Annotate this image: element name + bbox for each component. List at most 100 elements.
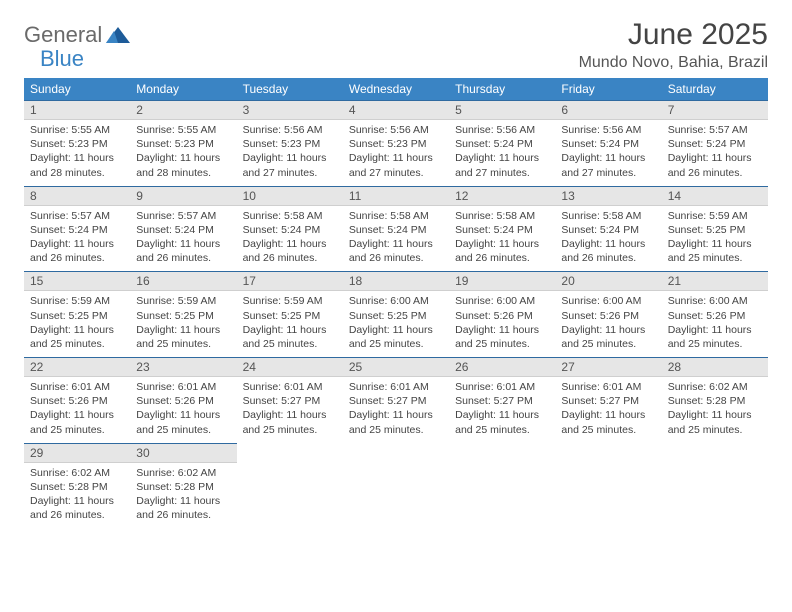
day-number: 1 <box>24 100 130 120</box>
day-body: Sunrise: 6:01 AMSunset: 5:26 PMDaylight:… <box>130 377 236 443</box>
day-number: 15 <box>24 271 130 291</box>
sunset-line: Sunset: 5:24 PM <box>349 223 443 237</box>
calendar-day-cell: 16Sunrise: 5:59 AMSunset: 5:25 PMDayligh… <box>130 271 236 357</box>
calendar-week: 1Sunrise: 5:55 AMSunset: 5:23 PMDaylight… <box>24 100 768 186</box>
daylight-line: Daylight: 11 hours and 26 minutes. <box>668 151 762 179</box>
calendar-day-cell: 9Sunrise: 5:57 AMSunset: 5:24 PMDaylight… <box>130 186 236 272</box>
day-body: Sunrise: 5:56 AMSunset: 5:23 PMDaylight:… <box>343 120 449 186</box>
logo: General Blue <box>24 22 132 72</box>
daylight-line: Daylight: 11 hours and 25 minutes. <box>561 323 655 351</box>
daylight-line: Daylight: 11 hours and 25 minutes. <box>668 323 762 351</box>
day-body: Sunrise: 6:01 AMSunset: 5:27 PMDaylight:… <box>237 377 343 443</box>
daylight-line: Daylight: 11 hours and 26 minutes. <box>30 494 124 522</box>
calendar-day-cell: 1Sunrise: 5:55 AMSunset: 5:23 PMDaylight… <box>24 100 130 186</box>
calendar-day-cell: 21Sunrise: 6:00 AMSunset: 5:26 PMDayligh… <box>662 271 768 357</box>
logo-sail-icon <box>104 25 132 45</box>
daylight-line: Daylight: 11 hours and 27 minutes. <box>455 151 549 179</box>
day-number: 4 <box>343 100 449 120</box>
sunset-line: Sunset: 5:24 PM <box>243 223 337 237</box>
day-body: Sunrise: 6:01 AMSunset: 5:27 PMDaylight:… <box>449 377 555 443</box>
sunset-line: Sunset: 5:25 PM <box>349 309 443 323</box>
daylight-line: Daylight: 11 hours and 25 minutes. <box>136 408 230 436</box>
calendar-day-cell <box>449 443 555 529</box>
calendar-day-cell: 22Sunrise: 6:01 AMSunset: 5:26 PMDayligh… <box>24 357 130 443</box>
day-header: Tuesday <box>237 78 343 100</box>
day-body: Sunrise: 5:57 AMSunset: 5:24 PMDaylight:… <box>130 206 236 272</box>
sunrise-line: Sunrise: 6:02 AM <box>30 466 124 480</box>
sunset-line: Sunset: 5:25 PM <box>243 309 337 323</box>
sunrise-line: Sunrise: 5:56 AM <box>349 123 443 137</box>
day-number: 11 <box>343 186 449 206</box>
month-title: June 2025 <box>579 18 768 52</box>
sunrise-line: Sunrise: 6:02 AM <box>668 380 762 394</box>
calendar-day-cell: 25Sunrise: 6:01 AMSunset: 5:27 PMDayligh… <box>343 357 449 443</box>
sunset-line: Sunset: 5:26 PM <box>136 394 230 408</box>
sunrise-line: Sunrise: 5:58 AM <box>243 209 337 223</box>
sunset-line: Sunset: 5:23 PM <box>136 137 230 151</box>
sunset-line: Sunset: 5:23 PM <box>243 137 337 151</box>
daylight-line: Daylight: 11 hours and 25 minutes. <box>243 323 337 351</box>
day-body: Sunrise: 5:55 AMSunset: 5:23 PMDaylight:… <box>130 120 236 186</box>
day-number: 26 <box>449 357 555 377</box>
calendar-day-cell: 7Sunrise: 5:57 AMSunset: 5:24 PMDaylight… <box>662 100 768 186</box>
daylight-line: Daylight: 11 hours and 26 minutes. <box>349 237 443 265</box>
sunrise-line: Sunrise: 5:55 AM <box>136 123 230 137</box>
daylight-line: Daylight: 11 hours and 25 minutes. <box>455 323 549 351</box>
day-number: 16 <box>130 271 236 291</box>
day-body: Sunrise: 6:01 AMSunset: 5:27 PMDaylight:… <box>343 377 449 443</box>
sunset-line: Sunset: 5:24 PM <box>455 223 549 237</box>
sunset-line: Sunset: 5:25 PM <box>30 309 124 323</box>
day-body: Sunrise: 6:02 AMSunset: 5:28 PMDaylight:… <box>130 463 236 529</box>
sunrise-line: Sunrise: 5:57 AM <box>668 123 762 137</box>
calendar-day-cell: 20Sunrise: 6:00 AMSunset: 5:26 PMDayligh… <box>555 271 661 357</box>
sunset-line: Sunset: 5:23 PM <box>30 137 124 151</box>
day-number: 6 <box>555 100 661 120</box>
calendar-head: SundayMondayTuesdayWednesdayThursdayFrid… <box>24 78 768 100</box>
day-body: Sunrise: 6:01 AMSunset: 5:27 PMDaylight:… <box>555 377 661 443</box>
calendar-day-cell: 10Sunrise: 5:58 AMSunset: 5:24 PMDayligh… <box>237 186 343 272</box>
daylight-line: Daylight: 11 hours and 25 minutes. <box>349 408 443 436</box>
calendar-day-cell: 18Sunrise: 6:00 AMSunset: 5:25 PMDayligh… <box>343 271 449 357</box>
day-number: 19 <box>449 271 555 291</box>
daylight-line: Daylight: 11 hours and 25 minutes. <box>136 323 230 351</box>
daylight-line: Daylight: 11 hours and 25 minutes. <box>668 237 762 265</box>
calendar-day-cell <box>343 443 449 529</box>
day-number: 14 <box>662 186 768 206</box>
calendar-week: 22Sunrise: 6:01 AMSunset: 5:26 PMDayligh… <box>24 357 768 443</box>
day-number: 23 <box>130 357 236 377</box>
day-body: Sunrise: 5:57 AMSunset: 5:24 PMDaylight:… <box>662 120 768 186</box>
sunset-line: Sunset: 5:26 PM <box>455 309 549 323</box>
calendar-day-cell: 17Sunrise: 5:59 AMSunset: 5:25 PMDayligh… <box>237 271 343 357</box>
calendar-week: 29Sunrise: 6:02 AMSunset: 5:28 PMDayligh… <box>24 443 768 529</box>
calendar-day-cell: 14Sunrise: 5:59 AMSunset: 5:25 PMDayligh… <box>662 186 768 272</box>
sunrise-line: Sunrise: 6:00 AM <box>349 294 443 308</box>
calendar-day-cell: 26Sunrise: 6:01 AMSunset: 5:27 PMDayligh… <box>449 357 555 443</box>
calendar-day-cell: 3Sunrise: 5:56 AMSunset: 5:23 PMDaylight… <box>237 100 343 186</box>
daylight-line: Daylight: 11 hours and 25 minutes. <box>30 408 124 436</box>
daylight-line: Daylight: 11 hours and 28 minutes. <box>30 151 124 179</box>
daylight-line: Daylight: 11 hours and 27 minutes. <box>243 151 337 179</box>
day-number: 21 <box>662 271 768 291</box>
sunset-line: Sunset: 5:26 PM <box>30 394 124 408</box>
day-number: 2 <box>130 100 236 120</box>
day-number: 10 <box>237 186 343 206</box>
sunset-line: Sunset: 5:24 PM <box>136 223 230 237</box>
daylight-line: Daylight: 11 hours and 26 minutes. <box>136 237 230 265</box>
day-number: 25 <box>343 357 449 377</box>
sunset-line: Sunset: 5:28 PM <box>668 394 762 408</box>
calendar-day-cell: 30Sunrise: 6:02 AMSunset: 5:28 PMDayligh… <box>130 443 236 529</box>
daylight-line: Daylight: 11 hours and 26 minutes. <box>136 494 230 522</box>
day-number: 24 <box>237 357 343 377</box>
calendar-week: 8Sunrise: 5:57 AMSunset: 5:24 PMDaylight… <box>24 186 768 272</box>
day-body: Sunrise: 5:56 AMSunset: 5:24 PMDaylight:… <box>555 120 661 186</box>
sunrise-line: Sunrise: 6:01 AM <box>561 380 655 394</box>
sunrise-line: Sunrise: 6:01 AM <box>455 380 549 394</box>
sunrise-line: Sunrise: 5:56 AM <box>455 123 549 137</box>
sunrise-line: Sunrise: 5:58 AM <box>349 209 443 223</box>
day-body: Sunrise: 5:58 AMSunset: 5:24 PMDaylight:… <box>555 206 661 272</box>
sunset-line: Sunset: 5:24 PM <box>455 137 549 151</box>
day-header: Thursday <box>449 78 555 100</box>
calendar-day-cell: 19Sunrise: 6:00 AMSunset: 5:26 PMDayligh… <box>449 271 555 357</box>
calendar-day-cell: 6Sunrise: 5:56 AMSunset: 5:24 PMDaylight… <box>555 100 661 186</box>
sunset-line: Sunset: 5:24 PM <box>30 223 124 237</box>
